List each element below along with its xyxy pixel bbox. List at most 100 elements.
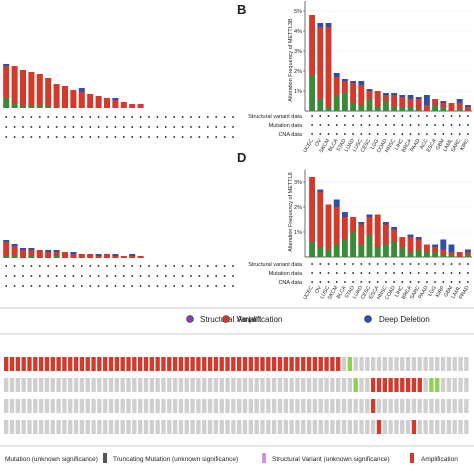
oncoprint-cell	[108, 399, 114, 413]
data-indicator-dot	[80, 136, 83, 138]
data-indicator-dot	[30, 275, 33, 277]
data-indicator-dot	[80, 126, 83, 128]
oncoprint-cell	[295, 357, 300, 371]
data-indicator-dot	[426, 263, 428, 265]
row-label: Mutation data	[269, 271, 303, 277]
data-indicator-dot	[47, 285, 50, 287]
data-indicator-dot	[393, 115, 395, 117]
data-indicator-dot	[72, 275, 75, 277]
data-indicator-dot	[106, 265, 108, 267]
oncoprint-cell	[336, 357, 341, 371]
data-indicator-dot	[319, 263, 322, 265]
data-indicator-dot	[450, 281, 453, 283]
data-indicator-dot	[215, 265, 218, 267]
oncoprint-cell	[21, 357, 26, 371]
oncoprint-cell	[196, 399, 201, 413]
data-indicator-dot	[352, 124, 354, 126]
data-indicator-dot	[139, 275, 142, 277]
oncoprint-cell	[120, 378, 125, 392]
data-indicator-dot	[30, 126, 33, 128]
oncoprint-cell	[137, 399, 143, 413]
bar-segment	[448, 252, 455, 255]
oncoprint-cell	[103, 357, 108, 371]
oncoprint-cell	[178, 378, 184, 392]
legend-label: Structural Variant	[200, 315, 262, 324]
data-indicator-dot	[401, 124, 404, 126]
oncoprint-cell	[33, 357, 38, 371]
bar-segment	[11, 244, 18, 246]
data-indicator-dot	[450, 124, 453, 126]
bar-segment	[317, 99, 324, 111]
bar-segment	[341, 239, 348, 257]
oncoprint-cell	[242, 357, 248, 371]
bar-segment	[70, 90, 77, 108]
data-indicator-dot	[335, 133, 338, 135]
x-tick-label: OV	[314, 138, 323, 148]
oncoprint-cell	[423, 399, 428, 413]
oncoprint-cell	[132, 420, 137, 434]
data-indicator-dot	[190, 275, 192, 277]
data-indicator-dot	[467, 281, 469, 283]
oncoprint-cell	[38, 399, 44, 413]
data-indicator-dot	[173, 285, 176, 287]
oncoprint-cell	[382, 378, 387, 392]
oncoprint-cell	[190, 399, 195, 413]
bar-segment	[432, 105, 439, 111]
legend-label: Mutation (unknown significance)	[5, 456, 98, 463]
data-indicator-dot	[122, 116, 125, 118]
oncoprint-cell	[242, 420, 248, 434]
data-indicator-dot	[458, 281, 461, 283]
oncoprint-cell	[330, 357, 335, 371]
data-indicator-dot	[360, 263, 363, 265]
bar-segment	[399, 97, 406, 107]
data-indicator-dot	[434, 115, 436, 117]
bar-segment	[366, 89, 373, 91]
bar-segment	[19, 70, 27, 106]
data-indicator-dot	[55, 285, 58, 287]
data-indicator-dot	[114, 126, 117, 128]
bar-segment	[382, 244, 389, 257]
bar-segment	[341, 93, 348, 111]
bar-segment	[415, 99, 422, 109]
oncoprint-cell	[126, 378, 131, 392]
bar-segment	[382, 224, 389, 245]
x-tick-label: LGG	[427, 285, 438, 297]
oncoprint-cell	[79, 420, 85, 434]
oncoprint-cell	[143, 420, 149, 434]
y-tick-label: 3%	[294, 49, 302, 55]
oncoprint-cell	[85, 378, 90, 392]
data-indicator-dot	[327, 133, 330, 135]
oncoprint-cell	[190, 420, 195, 434]
data-indicator-dot	[173, 126, 176, 128]
oncoprint-cell	[155, 420, 160, 434]
data-indicator-dot	[97, 126, 100, 128]
oncoprint-cell	[435, 357, 440, 371]
oncoprint-cell	[21, 420, 26, 434]
x-tick-label: ACC	[419, 138, 430, 151]
oncoprint-cell	[91, 357, 96, 371]
data-indicator-dot	[393, 281, 395, 283]
oncoprint-cell	[4, 357, 9, 371]
oncoprint-cell	[452, 420, 457, 434]
legend-swatch	[262, 453, 266, 463]
bar-segment	[19, 248, 27, 250]
x-tick-label: GBM	[435, 138, 446, 151]
oncoprint-cell	[301, 357, 306, 371]
oncoprint-cell	[62, 399, 67, 413]
oncoprint-cell	[120, 420, 125, 434]
oncoprint-cell	[219, 378, 224, 392]
y-axis-label: Alteration Frequency of METTL8	[288, 172, 294, 251]
data-indicator-dot	[198, 126, 201, 128]
bar-segment	[325, 27, 332, 107]
data-indicator-dot	[148, 136, 150, 138]
data-indicator-dot	[327, 115, 330, 117]
oncoprint-cell	[283, 378, 288, 392]
data-indicator-dot	[5, 285, 8, 287]
data-indicator-dot	[64, 136, 66, 138]
oncoprint-cell	[38, 378, 44, 392]
data-indicator-dot	[352, 133, 354, 135]
oncoprint-cell	[271, 357, 277, 371]
y-tick-label: 4%	[294, 29, 302, 35]
oncoprint-cell	[388, 357, 393, 371]
bar-segment	[464, 252, 471, 255]
